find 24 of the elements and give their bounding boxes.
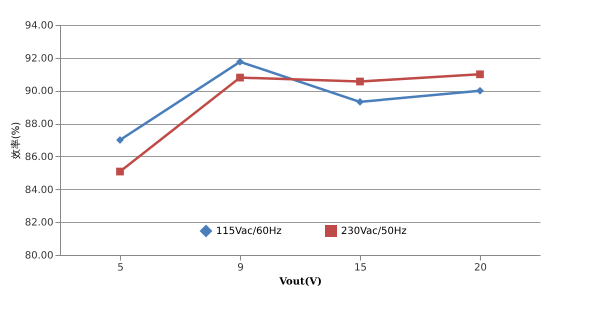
x-tick-label: 5: [117, 262, 124, 274]
point: [476, 70, 484, 78]
x-tick-label: 9: [237, 262, 244, 274]
point: [116, 136, 124, 144]
point: [116, 168, 124, 176]
point: [356, 78, 364, 86]
y-tick-label: 82.00: [24, 218, 54, 229]
y-tick-label: 92.00: [24, 53, 54, 64]
y-tick-label: 86.00: [24, 152, 54, 163]
legend-label: 230Vac/50Hz: [341, 226, 407, 237]
point: [236, 58, 244, 66]
y-tick-label: 90.00: [24, 86, 54, 98]
y-axis-title: 效率(%): [10, 122, 22, 160]
y-tick-label: 84.00: [24, 184, 54, 196]
point: [236, 74, 244, 82]
legend-label: 115Vac/60Hz: [216, 226, 282, 237]
x-tick-label: 15: [354, 262, 367, 274]
y-tick-label: 80.00: [24, 250, 54, 262]
y-tick-label: 94.00: [24, 20, 54, 32]
x-tick-label: 20: [474, 262, 487, 274]
point: [476, 86, 484, 95]
x-axis-title: Vout(V): [278, 276, 322, 288]
y-tick-label: 88.00: [24, 119, 54, 130]
point: [356, 98, 364, 106]
